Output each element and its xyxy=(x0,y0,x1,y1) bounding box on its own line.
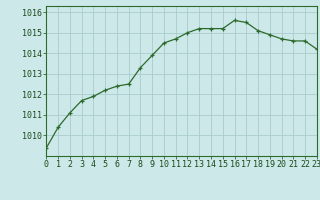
Text: Graphe pression niveau de la mer (hPa): Graphe pression niveau de la mer (hPa) xyxy=(41,185,279,195)
